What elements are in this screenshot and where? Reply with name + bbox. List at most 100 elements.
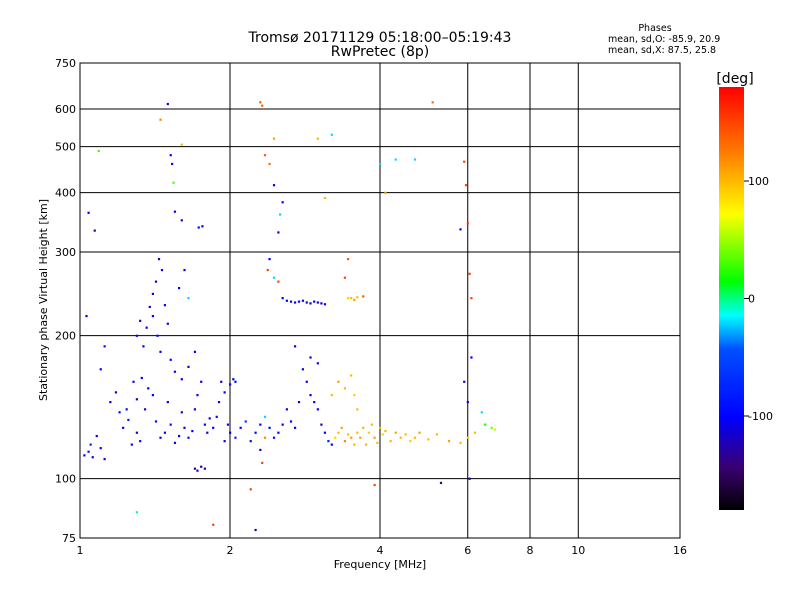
data-point (203, 467, 206, 470)
data-point (180, 219, 183, 222)
x-tick-label: 16 (673, 544, 687, 557)
data-point (293, 301, 297, 304)
data-point (103, 345, 106, 348)
data-point (169, 423, 172, 426)
data-point (89, 443, 92, 446)
data-point (173, 210, 177, 213)
data-point (206, 431, 209, 434)
data-point (261, 104, 264, 107)
data-point (297, 300, 301, 303)
data-point (463, 160, 466, 163)
data-point (85, 315, 88, 318)
data-point (439, 481, 443, 485)
data-point (359, 436, 362, 439)
data-point (343, 440, 347, 443)
data-point (404, 433, 407, 436)
data-point (309, 356, 312, 359)
data-point (281, 423, 284, 426)
data-point (91, 456, 94, 459)
data-point (180, 378, 183, 381)
data-point (122, 426, 125, 429)
data-point (313, 401, 316, 404)
data-point (470, 297, 473, 300)
y-tick-label: 500 (55, 141, 76, 154)
data-point (337, 380, 340, 383)
data-point (330, 443, 333, 446)
data-point (323, 303, 327, 306)
data-point (316, 408, 319, 411)
colorbar-tick-label: 100 (748, 175, 769, 188)
data-point (484, 423, 487, 426)
data-point (313, 300, 316, 303)
data-point (464, 184, 468, 187)
data-point (353, 298, 356, 301)
data-point (356, 431, 359, 434)
data-point (316, 301, 319, 304)
data-point (277, 231, 280, 234)
data-point (346, 258, 350, 261)
data-point (468, 477, 471, 480)
data-point (200, 465, 203, 468)
data-point (268, 258, 271, 261)
data-point (259, 423, 262, 426)
data-point (193, 350, 197, 353)
data-point (394, 158, 397, 161)
data-point (229, 383, 232, 386)
data-point (254, 431, 257, 434)
data-point (139, 319, 142, 322)
data-point (334, 436, 337, 439)
data-point (350, 436, 353, 439)
data-point (447, 440, 451, 443)
data-point (263, 436, 267, 439)
data-point (83, 454, 86, 457)
data-point (223, 440, 226, 443)
data-point (154, 280, 158, 283)
data-point (254, 528, 257, 532)
x-tick-label: 1 (77, 544, 84, 557)
data-point (118, 411, 121, 414)
data-point (399, 436, 402, 439)
data-point (145, 326, 148, 329)
data-point (239, 426, 242, 429)
data-point (268, 162, 271, 166)
data-point (173, 370, 177, 373)
data-point (281, 297, 284, 300)
data-point (384, 429, 387, 433)
data-point (320, 423, 323, 426)
data-point (135, 511, 138, 514)
data-point (234, 380, 237, 383)
data-point (249, 440, 252, 443)
data-point (196, 469, 199, 472)
data-point (180, 143, 183, 146)
data-point (183, 268, 186, 272)
data-point (343, 387, 347, 390)
data-point (114, 391, 118, 394)
data-point (431, 101, 434, 104)
data-point (285, 408, 288, 411)
data-point (87, 211, 90, 214)
data-point (285, 299, 288, 302)
x-tick-label: 6 (464, 544, 471, 557)
data-point (193, 408, 197, 411)
data-point (212, 523, 215, 526)
data-point (140, 376, 143, 380)
data-point (183, 426, 186, 429)
data-point (279, 213, 282, 216)
data-point (343, 276, 347, 279)
data-point (99, 447, 102, 450)
data-point (316, 137, 319, 140)
colorbar-ticks: 100 0 -100 (744, 175, 773, 423)
data-point (323, 196, 327, 200)
data-point (259, 101, 262, 104)
data-point (135, 334, 138, 337)
chart-subtitle: RwPretec (8p) (331, 44, 429, 60)
data-point (177, 286, 181, 290)
data-point (226, 423, 230, 426)
grid-lines (80, 63, 680, 538)
y-tick-label: 75 (62, 532, 76, 545)
data-point (413, 158, 417, 161)
data-point (272, 276, 276, 279)
data-point (468, 272, 471, 275)
data-point (435, 433, 438, 436)
data-point (340, 426, 343, 429)
